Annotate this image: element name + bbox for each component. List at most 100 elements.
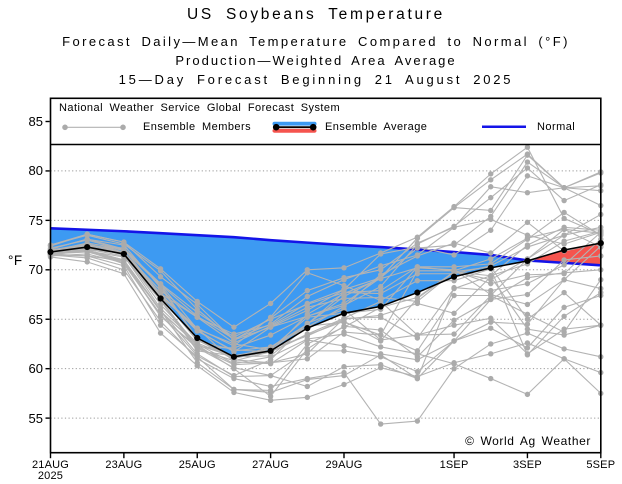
ensemble-member-marker — [414, 375, 421, 382]
legend-average-symbol-red-band — [272, 128, 317, 133]
y-tick-label-60: 60 — [28, 361, 43, 377]
ensemble-member-marker — [561, 326, 567, 332]
ensemble-member-marker — [524, 219, 531, 226]
ensemble-member-marker — [414, 418, 421, 424]
ensemble-member-marker — [341, 302, 347, 309]
ensemble-member-marker — [231, 349, 237, 355]
ensemble-average-marker — [340, 310, 348, 317]
chart-title: US Soybeans Temperature — [187, 6, 445, 23]
ensemble-member-marker — [341, 329, 347, 335]
ensemble-member-marker — [524, 275, 531, 281]
ensemble-member-marker — [561, 241, 567, 247]
ensemble-member-marker — [267, 361, 274, 367]
ensemble-member-marker — [377, 421, 384, 427]
y-tick-label-65: 65 — [28, 311, 43, 327]
x-tick-label-1SEP: 1SEP — [439, 458, 469, 471]
ensemble-member-marker — [377, 283, 384, 290]
ensemble-member-marker — [341, 282, 347, 289]
ensemble-member-marker — [231, 359, 237, 365]
ensemble-member-marker — [194, 351, 200, 357]
ensemble-member-marker — [414, 332, 421, 338]
ensemble-member-marker — [121, 271, 127, 277]
ensemble-member-marker — [524, 159, 531, 165]
ensemble-member-marker — [561, 257, 567, 263]
ensemble-member-marker — [561, 262, 567, 268]
ensemble-average-marker — [304, 325, 311, 332]
ensemble-member-marker — [194, 325, 200, 331]
ensemble-member-line-8 — [50, 175, 601, 341]
ensemble-member-marker — [377, 354, 384, 360]
legend-ensemble-members-symbol-dot — [62, 124, 68, 131]
ensemble-member-marker — [488, 256, 494, 262]
ensemble-member-marker — [524, 173, 531, 179]
ensemble-member-marker — [377, 362, 384, 368]
ensemble-member-marker — [561, 304, 567, 311]
ensemble-member-marker — [488, 375, 494, 382]
ensemble-member-marker — [157, 322, 164, 328]
ensemble-member-marker — [488, 184, 494, 190]
ensemble-member-marker — [451, 284, 457, 291]
ensemble-member-marker — [414, 277, 421, 284]
ensemble-member-marker — [561, 232, 567, 238]
ensemble-member-marker — [524, 391, 531, 398]
ensemble-member-marker — [414, 264, 421, 270]
ensemble-member-marker — [561, 209, 567, 216]
ensemble-member-marker — [377, 251, 384, 257]
ensemble-member-marker — [377, 337, 384, 343]
ensemble-member-marker — [267, 372, 274, 379]
ensemble-member-marker — [561, 197, 567, 204]
ensemble-member-marker — [341, 348, 347, 354]
y-tick-label-55: 55 — [28, 410, 43, 426]
ensemble-average-marker — [487, 264, 494, 271]
ensemble-member-marker — [304, 356, 311, 362]
ensemble-member-line-6 — [50, 211, 602, 357]
chart-subtitle-period: 15—Day Forecast Beginning 21 August 2025 — [118, 72, 514, 87]
x-tick-year-label: 2025 — [37, 470, 64, 482]
ensemble-average-marker — [414, 289, 421, 296]
ensemble-member-marker — [377, 267, 384, 273]
ensemble-member-marker — [524, 144, 531, 150]
ensemble-member-marker — [451, 310, 457, 317]
ensemble-member-marker — [377, 327, 384, 333]
ensemble-member-marker — [414, 235, 421, 241]
ensemble-member-marker — [84, 236, 90, 242]
y-tick-label-75: 75 — [28, 212, 43, 228]
ensemble-member-marker — [157, 330, 164, 336]
ensemble-member-marker — [231, 364, 237, 371]
ensemble-member-marker — [304, 331, 311, 337]
ensemble-member-marker — [84, 253, 90, 259]
legend-normal-label: Normal — [537, 121, 576, 133]
ensemble-member-marker — [267, 353, 274, 359]
ensemble-member-marker — [267, 383, 274, 390]
ensemble-member-marker — [267, 322, 274, 328]
ensemble-member-marker — [157, 308, 164, 315]
ensemble-member-marker — [451, 252, 457, 258]
ensemble-member-marker — [304, 270, 311, 276]
ensemble-average-marker — [377, 303, 384, 310]
ensemble-average-marker — [84, 243, 91, 251]
ensemble-member-marker — [414, 268, 421, 274]
ensemble-member-marker — [561, 276, 567, 283]
ensemble-average-line — [50, 242, 601, 358]
ensemble-member-line-30 — [50, 253, 601, 377]
ensemble-member-marker — [377, 332, 384, 338]
ensemble-member-marker — [451, 322, 457, 328]
copyright-watermark: © World Ag Weather — [465, 434, 591, 448]
ensemble-member-marker — [304, 341, 311, 347]
ensemble-member-marker — [524, 151, 531, 157]
ensemble-member-marker — [488, 177, 494, 183]
x-tick-label-25AUG: 25AUG — [178, 458, 216, 471]
x-tick-label-23AUG: 23AUG — [105, 458, 143, 471]
ensemble-member-marker — [524, 351, 531, 357]
ensemble-member-marker — [377, 298, 384, 305]
x-tick-label-29AUG: 29AUG — [325, 458, 363, 471]
normal-line — [50, 226, 601, 267]
ensemble-member-marker — [561, 289, 567, 296]
ensemble-member-marker — [157, 268, 164, 274]
ensemble-member-marker — [451, 331, 457, 337]
ensemble-member-marker — [524, 301, 531, 308]
ensemble-member-marker — [304, 313, 311, 319]
legend-ensemble-members-symbol-dot — [120, 124, 126, 131]
ensemble-member-marker — [341, 343, 347, 349]
ensemble-member-marker — [524, 189, 531, 196]
